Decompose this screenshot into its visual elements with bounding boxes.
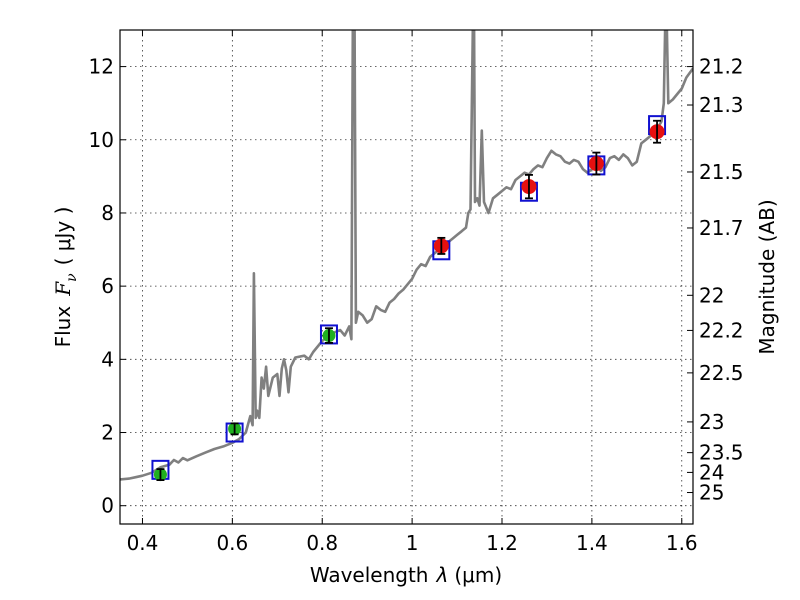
y2-axis-title: Magnitude (AB) <box>755 199 779 354</box>
y2-tick-label: 21.3 <box>699 93 744 117</box>
y2-tick-label: 21.7 <box>699 216 744 240</box>
plot-frame <box>119 29 694 525</box>
y2-tick-label: 23 <box>699 410 724 434</box>
x-tick-label: 0.6 <box>216 531 248 555</box>
y2-tick-label: 25 <box>699 481 724 505</box>
y2-tick-label: 24 <box>699 460 724 484</box>
y-tick-label: 4 <box>101 347 114 371</box>
plot-area <box>120 30 693 482</box>
y2-tick-label: 22 <box>699 283 724 307</box>
x-tick-label: 1.2 <box>486 531 518 555</box>
x-tick-label: 0.4 <box>127 531 159 555</box>
ticks-layer <box>120 30 693 524</box>
y-tick-label: 2 <box>101 421 114 445</box>
model-spectrum-line <box>120 30 693 481</box>
y-tick-label: 12 <box>89 55 114 79</box>
x-tick-label: 1.6 <box>666 531 698 555</box>
y-tick-label: 10 <box>89 128 114 152</box>
y2-tick-label: 22.2 <box>699 318 744 342</box>
y-axis-title: FluxFν( μJy ) <box>51 207 80 348</box>
x-tick-label: 1 <box>406 531 419 555</box>
y2-tick-label: 21.2 <box>699 55 744 79</box>
y-tick-label: 8 <box>101 201 114 225</box>
markers-layer <box>151 115 667 482</box>
grid-layer <box>120 30 693 524</box>
y-tick-label: 6 <box>101 274 114 298</box>
x-tick-label: 1.4 <box>576 531 608 555</box>
y2-tick-label: 22.5 <box>699 361 744 385</box>
x-axis-title: Wavelength λ (μm) <box>310 563 502 587</box>
y2-tick-label: 21.5 <box>699 160 744 184</box>
y2-tick-label: 23.5 <box>699 441 744 465</box>
x-tick-label: 0.8 <box>306 531 338 555</box>
y-tick-label: 0 <box>101 494 114 518</box>
